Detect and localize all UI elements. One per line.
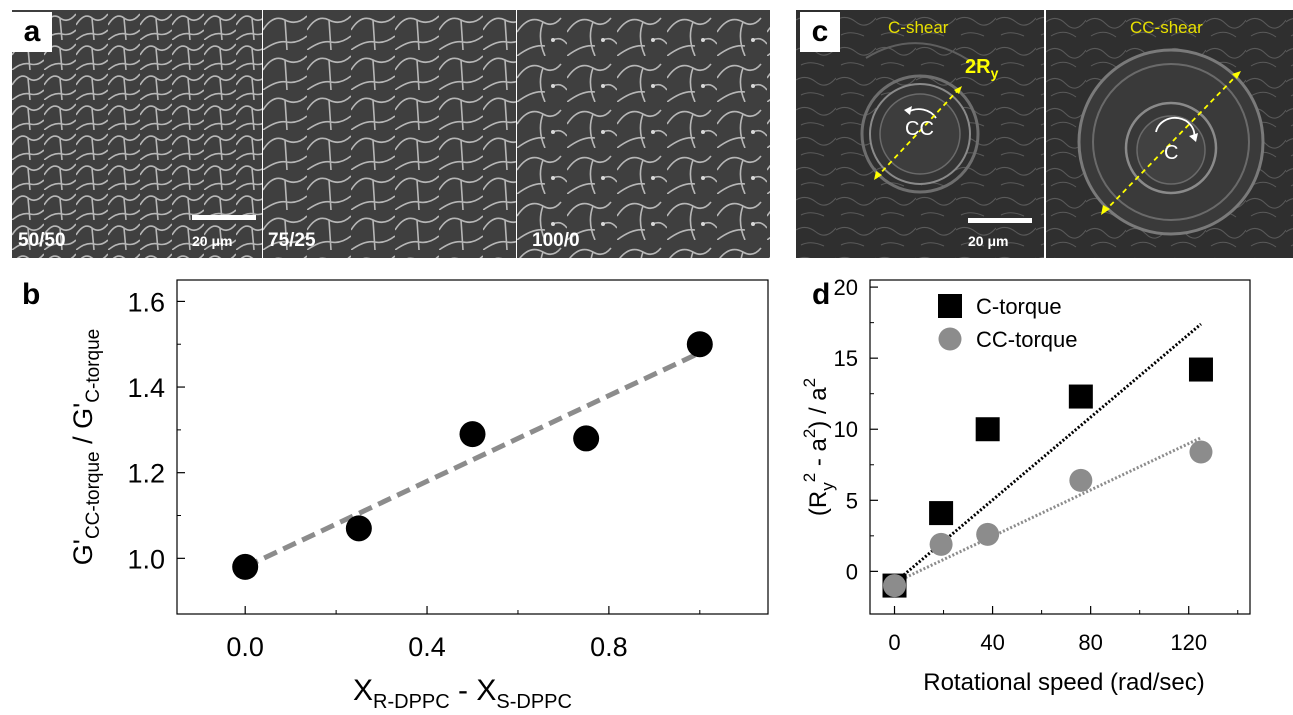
micrograph-50-50-svg xyxy=(12,10,262,258)
chart-d-ylabel-part: (R xyxy=(805,491,832,516)
chart-d-xtick-label: 80 xyxy=(1078,630,1102,655)
chart-b-ytick-label: 1.6 xyxy=(127,287,165,317)
micrograph-c-shear-svg xyxy=(796,10,1044,258)
image-label-75-25: 75/25 xyxy=(268,230,316,251)
chart-b-frame xyxy=(176,279,769,615)
chart-d-frame xyxy=(869,279,1251,615)
chart-b-ylabel-mid: / G' xyxy=(68,403,98,452)
chart-d-point-square xyxy=(929,501,954,526)
chart-d-ylabel-sup: 2 xyxy=(800,473,819,482)
chart-d-point-circle xyxy=(1069,468,1093,492)
micrograph-c-shear xyxy=(796,10,1044,258)
legend-label: C-torque xyxy=(976,294,1062,319)
chart-d-ylabel-part: ) / a xyxy=(805,387,832,429)
chart-d-ylabel-sup: 2 xyxy=(800,429,819,438)
chart-d-xlabel: Rotational speed (rad/sec) xyxy=(923,669,1204,696)
chart-d-fit-line-1 xyxy=(893,436,1202,585)
chart-d-point-square xyxy=(1188,357,1213,382)
legend-marker-circle xyxy=(938,327,962,351)
chart-d-point-circle xyxy=(1189,440,1213,464)
legend-label: CC-torque xyxy=(976,327,1077,352)
chart-b-xtick-label: 0.8 xyxy=(590,632,628,662)
chart-b-xlabel-sub2: S-DPPC xyxy=(496,691,572,713)
chart-b-ytick-label: 1.4 xyxy=(127,373,165,403)
scale-bar-a xyxy=(192,215,256,220)
cc-rotation-label: CC xyxy=(905,118,934,140)
chart-b-ylabel: G'CC-torque / G'C-torque xyxy=(68,329,104,565)
chart-b-ytick-label: 1.2 xyxy=(127,459,165,489)
micrograph-75-25-svg xyxy=(263,10,516,258)
micrograph-cc-shear-svg xyxy=(1046,10,1293,258)
micrograph-50-50 xyxy=(12,10,262,258)
scale-bar-c xyxy=(968,218,1032,223)
chart-b-xlabel-main: X xyxy=(353,674,373,707)
chart-b-point xyxy=(345,515,372,542)
ry-label-sub: y xyxy=(990,65,999,81)
panel-d-label: d xyxy=(812,278,831,311)
legend-marker-square xyxy=(938,294,962,318)
chart-d-point-square xyxy=(1068,384,1093,409)
chart-d-point-circle xyxy=(976,522,1000,546)
chart-d-point-square xyxy=(975,417,1000,442)
panel-a-label: a xyxy=(12,12,52,52)
chart-d-point-circle xyxy=(883,574,907,598)
c-rotation-label: C xyxy=(1164,142,1179,164)
chart-b-ylabel-sub1: CC-torque xyxy=(83,451,104,539)
chart-d-ytick-label: 10 xyxy=(834,417,858,442)
micrograph-100-0 xyxy=(517,10,770,258)
chart-b-xtick-label: 0.0 xyxy=(226,632,264,662)
micrograph-cc-shear xyxy=(1046,10,1293,258)
chart-b-ytick-label: 1.0 xyxy=(127,544,165,574)
chart-b-point xyxy=(686,331,713,358)
panel-b-label: b xyxy=(22,278,41,311)
scale-bar-c-label: 20 μm xyxy=(968,233,1009,249)
chart-d-ylabel-sup: 2 xyxy=(800,378,819,387)
ry-label-main: 2R xyxy=(965,56,991,78)
chart-d-point-square xyxy=(882,573,907,598)
chart-d-ytick-label: 20 xyxy=(834,275,858,300)
chart-b-xlabel: XR-DPPC - XS-DPPC xyxy=(353,674,572,713)
chart-b-xtick-label: 0.4 xyxy=(408,632,446,662)
image-label-100-0: 100/0 xyxy=(532,230,580,251)
chart-d-xtick-label: 120 xyxy=(1170,630,1207,655)
chart-d-ytick-label: 15 xyxy=(834,346,858,371)
chart-d-ylabel: (Ry2 - a2) / a2 xyxy=(800,378,837,516)
chart-b-point xyxy=(573,425,600,452)
chart-d-ylabel-part: - a xyxy=(805,438,832,473)
chart-d-legend: C-torque CC-torque xyxy=(938,294,1077,352)
chart-d-ylabel-sub: y xyxy=(818,482,837,491)
chart-b-fit-line xyxy=(244,350,701,570)
chart-d-ytick-label: 0 xyxy=(846,559,858,584)
chart-b-xlabel-mid: - X xyxy=(450,674,497,707)
ry-label: 2Ry xyxy=(965,56,998,81)
chart-b-point xyxy=(232,553,259,580)
chart-b-ylabel-main1: G' xyxy=(68,539,98,565)
cc-shear-title: CC-shear xyxy=(1130,18,1203,37)
chart-d-xtick-label: 40 xyxy=(980,630,1004,655)
chart-d-xtick-label: 0 xyxy=(888,630,900,655)
chart-b-ylabel-sub2: C-torque xyxy=(83,329,104,403)
chart-d-point-circle xyxy=(929,532,953,556)
chart-b-xlabel-sub1: R-DPPC xyxy=(373,691,450,713)
chart-d-fit-line-0 xyxy=(893,322,1202,584)
chart-d-ytick-label: 5 xyxy=(846,488,858,513)
c-shear-title: C-shear xyxy=(888,18,949,37)
image-label-50-50: 50/50 xyxy=(18,230,66,251)
panel-c-label: c xyxy=(800,12,840,52)
micrograph-75-25 xyxy=(263,10,516,258)
micrograph-100-0-svg xyxy=(517,10,770,258)
chart-b-point xyxy=(459,421,486,448)
scale-bar-a-label: 20 μm xyxy=(192,233,233,249)
